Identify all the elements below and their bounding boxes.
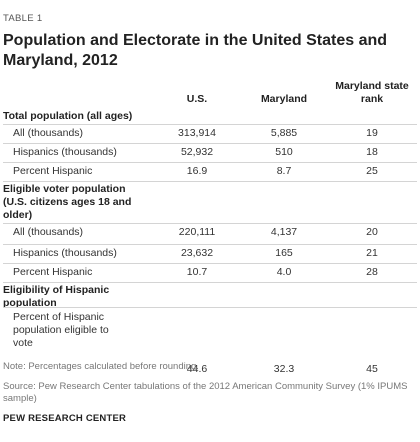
section-heading-total-population: Total population (all ages): [3, 110, 133, 122]
cell-us: 23,632: [180, 247, 214, 259]
row-label: All (thousands): [13, 127, 84, 139]
cell-maryland: 8.7: [276, 165, 292, 177]
column-header-us: U.S.: [186, 93, 208, 105]
row-divider: [3, 181, 417, 182]
cell-rank: 18: [366, 146, 378, 158]
table-source: Source: Pew Research Center tabulations …: [3, 381, 408, 404]
row-label: Percent of Hispanic population eligible …: [13, 311, 109, 349]
row-label: All (thousands): [13, 226, 84, 238]
table-figure: TABLE 1 Population and Electorate in the…: [3, 0, 417, 442]
cell-us: 313,914: [178, 127, 216, 139]
cell-rank: 28: [366, 266, 378, 278]
cell-rank: 21: [366, 247, 378, 259]
cell-maryland: 510: [275, 146, 293, 158]
cell-maryland: 32.3: [273, 363, 295, 375]
row-label: Percent Hispanic: [13, 165, 93, 177]
cell-rank: 19: [366, 127, 378, 139]
cell-rank: 25: [366, 165, 378, 177]
row-divider: [3, 162, 417, 163]
row-divider: [3, 124, 417, 125]
cell-us: 16.9: [186, 165, 208, 177]
cell-us: 10.7: [186, 266, 208, 278]
cell-us: 52,932: [180, 146, 214, 158]
row-label: Hispanics (thousands): [13, 247, 117, 259]
publisher-label: PEW RESEARCH CENTER: [3, 413, 127, 424]
table-title: Population and Electorate in the United …: [3, 32, 388, 69]
cell-rank: 20: [366, 226, 378, 238]
row-divider: [3, 307, 417, 308]
row-divider: [3, 282, 417, 283]
column-header-maryland-state-rank: Maryland state rank: [335, 80, 409, 105]
row-label: Percent Hispanic: [13, 266, 93, 278]
cell-maryland: 165: [275, 247, 293, 259]
section-heading-eligibility-hispanic: Eligibility of Hispanic population: [3, 284, 110, 309]
row-label: Hispanics (thousands): [13, 146, 117, 158]
row-divider: [3, 223, 417, 224]
cell-rank: 45: [366, 363, 378, 375]
cell-maryland: 4,137: [270, 226, 298, 238]
table-number-label: TABLE 1: [3, 13, 43, 24]
cell-us: 44.6: [186, 363, 208, 375]
cell-maryland: 5,885: [270, 127, 298, 139]
cell-us: 220,111: [178, 226, 216, 238]
cell-maryland: 4.0: [276, 266, 292, 278]
section-heading-eligible-voters: Eligible voter population (U.S. citizens…: [3, 183, 132, 221]
table-note: Note: Percentages calculated before roun…: [3, 361, 199, 372]
row-divider: [3, 143, 417, 144]
column-header-maryland: Maryland: [260, 93, 308, 105]
row-divider: [3, 263, 417, 264]
row-divider: [3, 244, 417, 245]
